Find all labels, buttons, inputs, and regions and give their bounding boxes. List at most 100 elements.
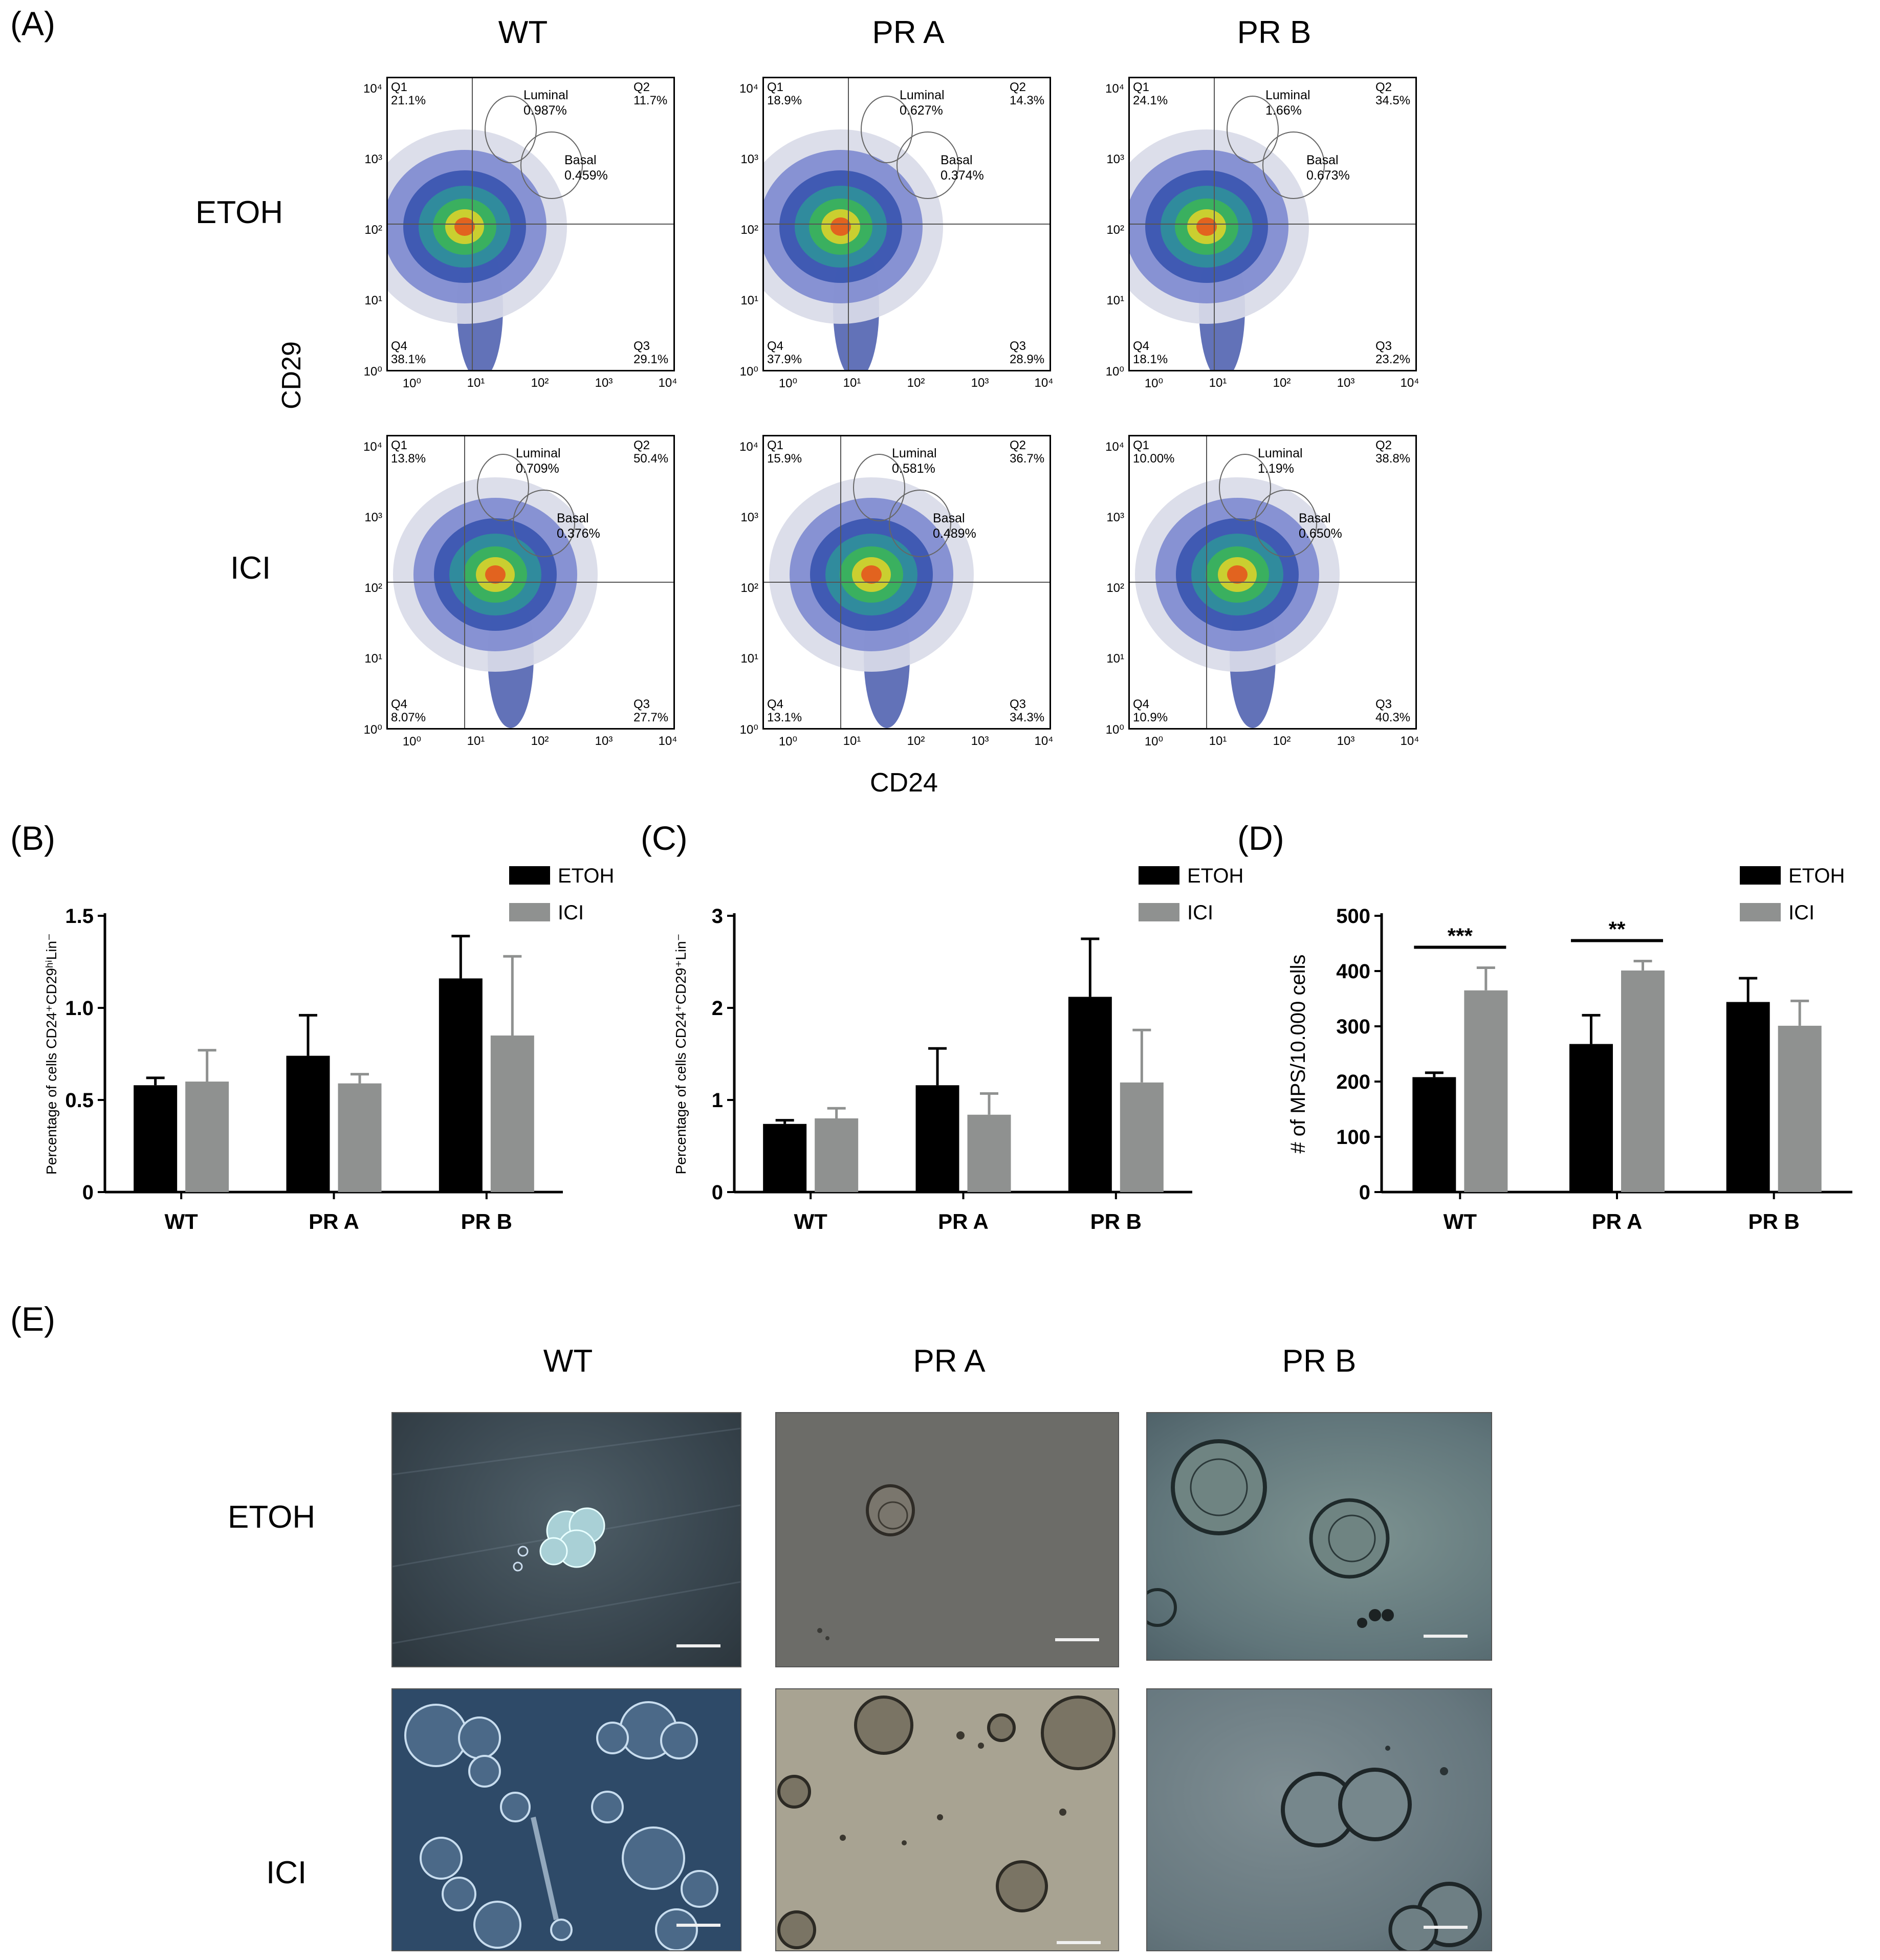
facs-y-tick: 10⁰ — [1105, 723, 1124, 737]
x-tick-label: PR B — [461, 1209, 512, 1234]
gate-luminal-value: 1.19% — [1258, 461, 1294, 476]
quadrant-q3-label: Q3 — [633, 339, 650, 353]
gate-basal-value: 0.374% — [941, 168, 984, 183]
facs-y-tick: 10⁴ — [363, 82, 382, 96]
facs-x-tick: 10¹ — [843, 376, 861, 390]
legend-label-ici: ICI — [1788, 901, 1815, 924]
facs-y-tick: 10¹ — [740, 652, 758, 666]
quadrant-q2-value: 38.8% — [1375, 452, 1411, 466]
gate-basal-label: Basal — [557, 511, 589, 525]
quadrant-q3-value: 34.3% — [1010, 711, 1045, 724]
legend-label-ici: ICI — [1187, 901, 1213, 924]
facs-x-tick: 10⁴ — [658, 376, 677, 390]
y-axis-label: Percentage of cells CD24⁺CD29ʰⁱLin⁻ — [43, 933, 59, 1175]
y-tick-label: 0 — [712, 1181, 723, 1204]
facs-x-tick: 10¹ — [1209, 376, 1227, 390]
gate-basal-label: Basal — [933, 511, 965, 525]
bar-chart-b: 0 0.5 1.0 1.5 Percentage of cells CD24⁺CD29ʰ… — [43, 865, 614, 1234]
facs-x-tick: 10³ — [595, 376, 613, 390]
y-tick-label: 1 — [712, 1089, 723, 1112]
gate-basal-label: Basal — [941, 153, 973, 167]
gate-luminal-label: Luminal — [900, 88, 945, 102]
legend-label-ici: ICI — [558, 901, 584, 924]
organoid-image — [392, 1427, 740, 1644]
facs-y-tick: 10⁰ — [739, 365, 758, 379]
facs-x-tick: 10⁰ — [402, 377, 422, 390]
micrograph-ici-prb — [1146, 1688, 1492, 1951]
facs-y-tick: 10³ — [364, 152, 382, 166]
facs-y-tick: 10⁴ — [1105, 82, 1124, 96]
facs-x-tick: 10² — [531, 376, 549, 390]
legend-swatch-etoh — [509, 866, 550, 885]
micro-row-label-ici: ICI — [266, 1855, 307, 1890]
facs-row-label-etoh: ETOH — [195, 195, 283, 230]
bar-etoh-prb — [1068, 997, 1112, 1192]
quadrant-q1-label: Q1 — [767, 438, 784, 452]
facs-col-header-pra: PR A — [872, 15, 945, 50]
quadrant-q1-label: Q1 — [767, 80, 784, 94]
y-tick-label: 400 — [1336, 960, 1370, 983]
gate-basal-label: Basal — [1306, 153, 1339, 167]
facs-row-label-ici: ICI — [230, 550, 271, 586]
density-plot — [764, 436, 1050, 728]
legend-swatch-ici — [509, 903, 550, 921]
facs-x-tick: 10⁴ — [1034, 734, 1054, 748]
bar-ici-pra — [967, 1114, 1011, 1192]
quadrant-q2-value: 34.5% — [1375, 94, 1411, 107]
facs-x-tick: 10¹ — [467, 376, 485, 390]
gate-basal-label: Basal — [1299, 511, 1331, 525]
facs-y-tick: 10⁴ — [363, 440, 382, 454]
y-tick-label: 0 — [82, 1181, 94, 1204]
organoid-image — [1281, 1746, 1482, 1950]
facs-y-tick: 10² — [364, 581, 382, 595]
organoid-image — [777, 1695, 1116, 1949]
panel-label-b: (B) — [10, 819, 55, 857]
y-tick-label: 0.5 — [65, 1089, 94, 1112]
facs-y-tick: 10³ — [364, 511, 382, 524]
quadrant-q2-label: Q2 — [633, 438, 650, 452]
quadrant-q3-value: 23.2% — [1375, 353, 1411, 366]
facs-plot-etoh-wt: Q1 21.1% Q2 11.7% Q4 38.1% Q3 29.1% Luminal 0.987… — [386, 77, 675, 371]
y-tick-label: 2 — [712, 997, 723, 1020]
facs-x-tick: 10⁰ — [1144, 377, 1164, 390]
gate-basal-label: Basal — [564, 153, 597, 167]
y-tick-label: 1.5 — [65, 905, 94, 928]
facs-x-tick: 10⁴ — [1400, 734, 1419, 748]
quadrant-q3-label: Q3 — [1010, 339, 1026, 353]
panel-label-e: (E) — [10, 1300, 55, 1338]
quadrant-q3-value: 29.1% — [633, 353, 669, 366]
facs-x-tick: 10¹ — [843, 734, 861, 748]
bar-ici-prb — [1778, 1025, 1822, 1192]
bar-ici-prb — [490, 1036, 534, 1192]
micrograph-etoh-prb — [1146, 1412, 1492, 1661]
y-tick-label: 1.0 — [65, 997, 94, 1020]
gate-luminal-label: Luminal — [1265, 88, 1310, 102]
quadrant-q2-label: Q2 — [1375, 80, 1392, 94]
facs-y-tick: 10¹ — [364, 294, 382, 307]
quadrant-q1-label: Q1 — [391, 438, 408, 452]
bar-ici-wt — [815, 1118, 859, 1192]
organoid-image — [1147, 1439, 1394, 1628]
bar-etoh-wt — [134, 1085, 178, 1192]
facs-x-tick: 10² — [1273, 734, 1291, 748]
micro-col-header-pra: PR A — [913, 1344, 986, 1379]
facs-x-tick: 10⁰ — [778, 735, 798, 748]
panel-label-a: (A) — [10, 5, 55, 42]
quadrant-q3-value: 40.3% — [1375, 711, 1411, 724]
facs-x-tick: 10⁴ — [1034, 376, 1054, 390]
facs-y-tick: 10¹ — [364, 652, 382, 666]
bar-ici-pra — [338, 1083, 382, 1192]
bar-chart-c: 0 1 2 3 Percentage of cells CD24⁺CD29⁺Lin⁻ WT… — [673, 865, 1243, 1234]
facs-col-header-prb: PR B — [1237, 15, 1311, 50]
quadrant-q2-label: Q2 — [1010, 80, 1026, 94]
y-tick-label: 500 — [1336, 905, 1370, 928]
quadrant-q2-value: 11.7% — [633, 94, 668, 107]
bar-etoh-pra — [1569, 1044, 1613, 1192]
gate-luminal-value: 0.627% — [900, 103, 943, 118]
facs-y-tick: 10² — [1106, 223, 1124, 237]
facs-plot-etoh-prb: Q1 24.1% Q2 34.5% Q4 18.1% Q3 23.2% Luminal 1.66%… — [1128, 77, 1417, 371]
micrograph-ici-pra — [775, 1688, 1119, 1951]
facs-x-tick: 10⁴ — [1400, 376, 1419, 390]
quadrant-q3-label: Q3 — [1375, 697, 1392, 711]
facs-y-tick: 10² — [740, 581, 758, 595]
